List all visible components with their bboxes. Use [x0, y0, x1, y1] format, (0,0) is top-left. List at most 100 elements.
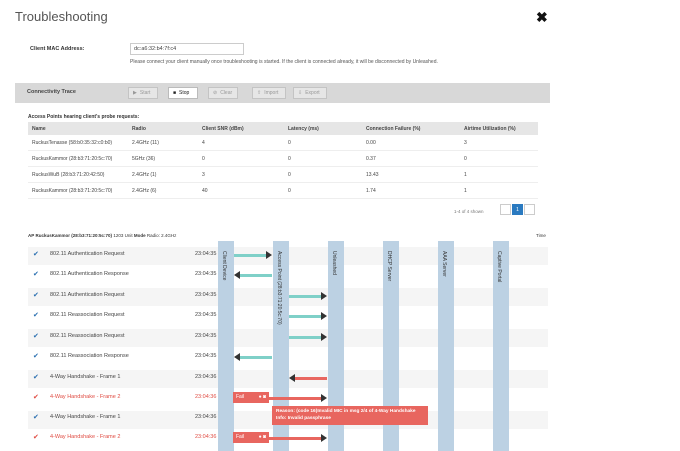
cell-connection-failure: 1.74 [362, 182, 460, 199]
checkmark-icon: ✔ [33, 374, 39, 381]
failure-info-text: Info: Invalid passphrase [276, 416, 331, 421]
cell-connection-failure: 0.00 [362, 135, 460, 151]
cell-airtime: 0 [460, 150, 538, 167]
arrow-shaft [294, 377, 327, 380]
event-label[interactable]: 4-Way Handshake - Frame 2 [50, 434, 121, 440]
ap-info-mode-value: Radio: 2.4GHz [146, 233, 177, 238]
cell-airtime: 1 [460, 166, 538, 183]
event-label[interactable]: 802.11 Authentication Request [50, 251, 125, 257]
event-label[interactable]: 802.11 Reassociation Request [50, 333, 125, 339]
lane-aaa-server [438, 241, 454, 451]
table-row[interactable]: RuckusKammor (28:b3:71:20:5c:70) 5GHz (3… [28, 150, 538, 167]
cell-radio: 5GHz (36) [128, 150, 198, 167]
arrow-shaft [289, 315, 322, 318]
cell-name: RuckusTenasse (58:b0:35:32:c0:b0) [28, 135, 128, 151]
client-mac-input[interactable] [130, 43, 244, 55]
event-label[interactable]: 4-Way Handshake - Frame 1 [50, 374, 121, 380]
checkmark-icon: ✔ [33, 414, 39, 421]
ap-info-line: AP RuckusKammor (28:b3:71:20:5c:70) 1203… [28, 233, 176, 238]
cell-radio: 2.4GHz (11) [128, 135, 198, 151]
arrow-right-icon[interactable] [269, 394, 327, 402]
cell-snr: 40 [198, 182, 284, 199]
time-column-header: Time [536, 233, 546, 238]
arrow-shaft [269, 437, 322, 440]
column-header-name[interactable]: Name [28, 122, 128, 135]
arrow-right-icon[interactable] [289, 312, 327, 320]
arrow-right-icon[interactable] [269, 434, 327, 442]
arrow-right-icon[interactable] [234, 251, 272, 259]
arrow-head [321, 394, 327, 402]
event-label[interactable]: 802.11 Reassociation Request [50, 312, 125, 318]
pager-next-button[interactable] [524, 204, 535, 215]
arrow-head [234, 271, 240, 279]
fail-badge[interactable]: Fail ● ◙ [233, 432, 269, 443]
lane-label-client-device: Client Device [221, 251, 227, 281]
checkmark-icon: ✔ [33, 312, 39, 319]
arrow-shaft [239, 356, 272, 359]
event-label[interactable]: 4-Way Handshake - Frame 1 [50, 414, 121, 420]
column-header-connection-failure[interactable]: Connection Failure (%) [362, 122, 460, 135]
checkmark-icon: ✔ [33, 434, 39, 441]
ap-info-prefix: AP [28, 233, 35, 238]
fail-badge[interactable]: Fail ● ◙ [233, 392, 269, 403]
column-header-latency[interactable]: Latency (ms) [284, 122, 362, 135]
column-header-radio[interactable]: Radio [128, 122, 198, 135]
stop-icon: ■ [173, 90, 177, 96]
lane-client-device [218, 241, 234, 451]
clear-button[interactable]: ⊘ Clear [208, 87, 238, 99]
lane-captive-portal [493, 241, 509, 451]
arrow-shaft [234, 254, 267, 257]
ap-table: Name Radio Client SNR (dBm) Latency (ms)… [28, 122, 538, 199]
client-mac-help-text: Please connect your client manually once… [130, 59, 438, 65]
event-label[interactable]: 4-Way Handshake - Frame 2 [50, 394, 121, 400]
arrow-left-icon[interactable] [234, 353, 272, 361]
cell-latency: 0 [284, 150, 362, 167]
ap-info-mode-label: Mode [133, 233, 146, 238]
event-time: 23:04:35 [195, 292, 217, 298]
table-row[interactable]: RuckusWuB (28:b3:71:20:42:50) 2.4GHz (1)… [28, 166, 538, 183]
fail-label: Fail [236, 434, 245, 440]
cell-radio: 2.4GHz (1) [128, 166, 198, 183]
cell-connection-failure: 0.37 [362, 150, 460, 167]
cell-radio: 2.4GHz (6) [128, 182, 198, 199]
table-row[interactable]: RuckusTenasse (58:b0:35:32:c0:b0) 2.4GHz… [28, 135, 538, 151]
export-button[interactable]: ⇩ Export [293, 87, 327, 99]
lane-label-access-point: Access Point (28:b3:71:20:5c:70) [276, 251, 282, 325]
start-button[interactable]: ▶ Start [128, 87, 158, 99]
column-header-snr[interactable]: Client SNR (dBm) [198, 122, 284, 135]
event-label[interactable]: 802.11 Reassociation Response [50, 353, 129, 359]
clear-icon: ⊘ [213, 90, 218, 96]
stop-button[interactable]: ■ Stop [168, 87, 198, 99]
close-icon[interactable]: ✖ [536, 9, 548, 25]
export-icon: ⇩ [298, 90, 303, 96]
arrow-left-icon[interactable] [234, 271, 272, 279]
ap-table-heading: Access Points hearing client's probe req… [28, 114, 140, 120]
arrow-right-icon[interactable] [289, 333, 327, 341]
fail-detail-icon[interactable]: ● ◙ [258, 434, 266, 440]
column-header-airtime[interactable]: Airtime Utilization (%) [460, 122, 538, 135]
arrow-shaft [269, 397, 322, 400]
pager-page-1-button[interactable]: 1 [512, 204, 523, 215]
event-time: 23:04:35 [195, 333, 217, 339]
event-label[interactable]: 802.11 Authentication Response [50, 271, 129, 277]
arrow-shaft [289, 336, 322, 339]
import-button[interactable]: ⇧ Import [252, 87, 286, 99]
event-time: 23:04:35 [195, 353, 217, 359]
dialog-title: Troubleshooting [15, 9, 108, 24]
pager-prev-button[interactable] [500, 204, 511, 215]
lane-unleashed [328, 241, 344, 451]
failure-reason-tooltip: Reason: (code 16)Invalid MIC in msg 2/4 … [272, 406, 428, 425]
arrow-right-icon[interactable] [289, 292, 327, 300]
cell-name: RuckusWuB (28:b3:71:20:42:50) [28, 166, 128, 183]
ap-info-middle: 1203 Unit [113, 233, 133, 238]
table-row[interactable]: RuckusKammor (28:b3:71:20:5c:70) 2.4GHz … [28, 182, 538, 199]
cell-airtime: 1 [460, 182, 538, 199]
fail-detail-icon[interactable]: ● ◙ [258, 394, 266, 400]
cell-snr: 3 [198, 166, 284, 183]
lane-label-aaa-server: AAA Server [441, 251, 447, 277]
event-label[interactable]: 802.11 Authentication Request [50, 292, 125, 298]
cell-latency: 0 [284, 135, 362, 151]
checkmark-icon: ✔ [33, 394, 39, 401]
connectivity-trace-toolbar: Connectivity Trace ▶ Start ■ Stop ⊘ Clear ⇧… [15, 83, 550, 103]
arrow-left-icon[interactable] [289, 374, 327, 382]
